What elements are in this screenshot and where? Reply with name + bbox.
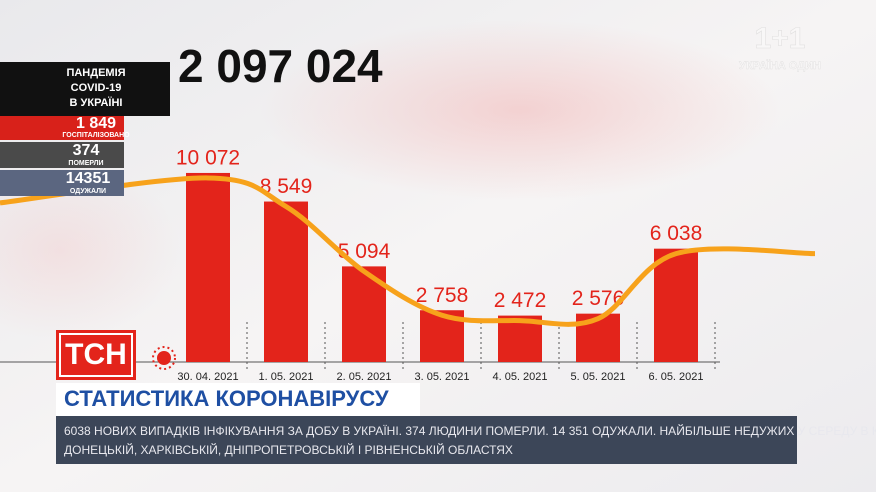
panel-title: COVID-19 (71, 82, 122, 94)
total-cases: 2 097 024 (178, 40, 383, 92)
value-label: 8 549 (260, 175, 313, 198)
virus-icon (152, 346, 176, 370)
value-label: 2 576 (572, 287, 625, 310)
side-panel: ПАНДЕМІЯ COVID-19 В УКРАЇНІ 1 849 ГОСПІТ… (0, 62, 170, 196)
logo: ТСН (56, 330, 176, 380)
panel-title-box (0, 62, 170, 116)
watermark: 1+1 УКРАЇНА ОДИН (739, 22, 821, 72)
value-label: 2 758 (416, 284, 469, 307)
virus-icon (157, 351, 171, 365)
logo-box (56, 330, 136, 380)
panel-title: ПАНДЕМІЯ (66, 67, 125, 79)
stat-label: ПОМЕРЛИ (68, 160, 103, 167)
value-label: 10 072 (176, 146, 240, 169)
background-glow (260, 20, 780, 200)
x-tick-label: 6. 05. 2021 (648, 371, 703, 383)
trend-line (0, 175, 816, 327)
x-tick-label: 1. 05. 2021 (258, 371, 313, 383)
x-tick-label: 30. 04. 2021 (177, 371, 238, 383)
value-label: 6 038 (650, 222, 703, 245)
value-label: 5 094 (338, 240, 391, 263)
ticker-line: 6038 НОВИХ ВИПАДКІВ ІНФІКУВАННЯ ЗА ДОБУ … (64, 423, 876, 438)
headline-bar (56, 383, 420, 416)
bar (264, 201, 308, 362)
stat-label: ГОСПІТАЛІЗОВАНО (62, 132, 130, 139)
watermark-logo: 1+1 (755, 22, 806, 55)
bar (186, 172, 230, 362)
logo-frame (59, 333, 133, 377)
stat-label: ОДУЖАЛИ (70, 188, 106, 195)
x-tick-label: 5. 05. 2021 (570, 371, 625, 383)
ticker-line: ДОНЕЦЬКІЙ, ХАРКІВСЬКІЙ, ДНІПРОПЕТРОВСЬКІ… (64, 442, 513, 457)
bar (654, 248, 698, 362)
chart: 10 072 30. 04. 2021 8 549 1. 05. 2021 5 094 2… (0, 146, 816, 383)
x-tick-label: 4. 05. 2021 (492, 371, 547, 383)
x-tick-label: 3. 05. 2021 (414, 371, 469, 383)
headline: СТАТИСТИКА КОРОНАВІРУСУ (64, 386, 389, 411)
stat-value: 374 (73, 142, 100, 159)
watermark-sub: УКРАЇНА ОДИН (739, 59, 821, 72)
stat-value: 1 849 (76, 115, 116, 132)
x-tick-label: 2. 05. 2021 (336, 371, 391, 383)
stat-box (0, 116, 124, 140)
panel-title: В УКРАЇНІ (70, 96, 123, 109)
ticker-bar (56, 416, 797, 464)
background-glow (0, 160, 180, 340)
stat-box (0, 170, 124, 196)
logo-text: ТСН (65, 338, 127, 371)
stat-box (0, 142, 124, 168)
value-label: 2 472 (494, 289, 547, 312)
stat-value: 14351 (66, 170, 111, 187)
